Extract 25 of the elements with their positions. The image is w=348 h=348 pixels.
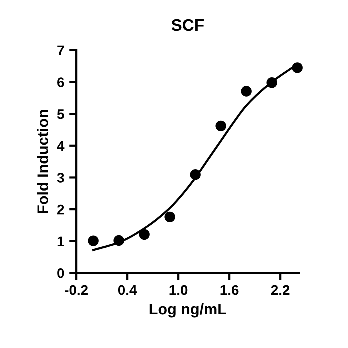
point <box>190 170 201 180</box>
x-tick-label: 1.0 <box>170 285 188 296</box>
x-tick-label: 0.4 <box>118 285 138 296</box>
point <box>292 62 303 74</box>
y-tick-label: 3 <box>57 173 64 183</box>
y-tick-label: 0 <box>58 268 64 278</box>
x-tick-label: -0.2 <box>65 285 88 296</box>
y-tick-label: 2 <box>58 204 64 215</box>
y-tick-label: 5 <box>57 110 64 120</box>
point <box>139 229 150 240</box>
y-axis-title: Fold Induction <box>37 110 48 214</box>
x-tick-label: 1.6 <box>220 285 239 296</box>
chart-title: SCF <box>172 19 204 32</box>
y-tick-label: 7 <box>58 46 64 56</box>
point <box>114 235 124 246</box>
point <box>88 236 99 246</box>
point <box>216 120 226 132</box>
point <box>266 78 278 88</box>
x-axis-title: Log ng/mL <box>150 303 226 318</box>
x-tick-label: 2.2 <box>271 285 290 296</box>
y-tick-label: 6 <box>58 78 64 88</box>
point <box>164 212 176 223</box>
y-tick-label: 1 <box>58 236 64 246</box>
y-tick-label: 4 <box>57 141 65 151</box>
point <box>241 86 252 97</box>
